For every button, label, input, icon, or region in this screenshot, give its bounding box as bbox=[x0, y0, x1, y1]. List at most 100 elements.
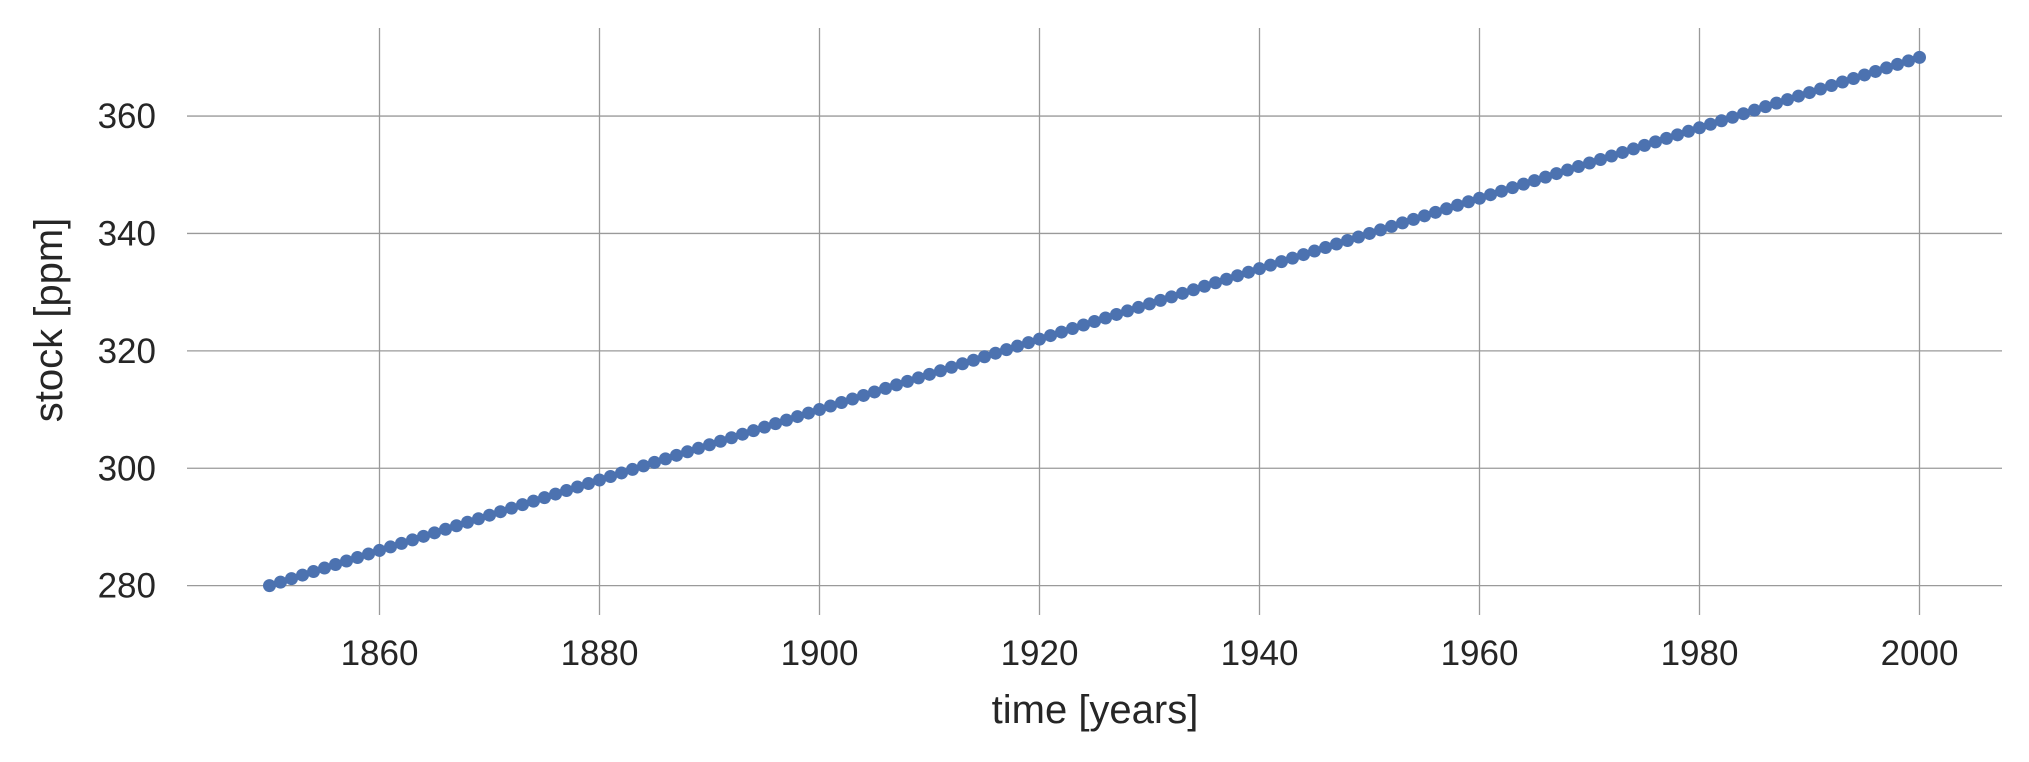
series-co2-stock bbox=[263, 50, 1926, 593]
data-point bbox=[989, 346, 1002, 360]
data-point bbox=[1506, 181, 1519, 195]
data-point bbox=[1616, 145, 1629, 159]
data-point bbox=[1209, 276, 1222, 290]
data-point bbox=[1121, 304, 1134, 318]
data-point bbox=[483, 508, 496, 522]
data-point bbox=[1539, 170, 1552, 184]
data-point bbox=[1594, 152, 1607, 166]
data-point bbox=[626, 462, 639, 476]
data-point bbox=[1726, 110, 1739, 124]
data-point bbox=[659, 452, 672, 466]
data-point bbox=[945, 360, 958, 374]
data-point bbox=[857, 388, 870, 402]
data-point bbox=[1110, 307, 1123, 321]
data-point bbox=[1902, 54, 1915, 68]
data-point bbox=[736, 427, 749, 441]
data-point bbox=[923, 367, 936, 381]
data-point bbox=[1000, 343, 1013, 357]
data-point bbox=[1880, 61, 1893, 75]
data-point bbox=[1484, 188, 1497, 202]
data-point bbox=[1913, 50, 1926, 64]
x-tick-label: 1960 bbox=[1441, 634, 1519, 673]
data-point bbox=[1429, 205, 1442, 219]
data-point bbox=[1275, 255, 1288, 269]
data-point bbox=[769, 417, 782, 431]
data-point bbox=[1781, 93, 1794, 107]
data-point bbox=[351, 550, 364, 564]
data-point bbox=[1231, 269, 1244, 283]
data-point bbox=[1011, 339, 1024, 353]
data-point bbox=[1374, 223, 1387, 237]
data-point bbox=[967, 353, 980, 367]
y-tick-label: 340 bbox=[98, 214, 156, 253]
data-point bbox=[461, 515, 474, 529]
data-point bbox=[835, 396, 848, 410]
data-point bbox=[670, 448, 683, 462]
data-point bbox=[1737, 107, 1750, 121]
data-point bbox=[1033, 332, 1046, 346]
data-point bbox=[1363, 226, 1376, 240]
data-point bbox=[318, 561, 331, 575]
data-point bbox=[1704, 117, 1717, 131]
data-point bbox=[1418, 209, 1431, 223]
data-point bbox=[1341, 233, 1354, 247]
data-point bbox=[1242, 265, 1255, 279]
data-point bbox=[417, 529, 430, 543]
data-point bbox=[1528, 174, 1541, 188]
data-point bbox=[1847, 71, 1860, 85]
x-tick-label: 2000 bbox=[1881, 634, 1959, 673]
data-point bbox=[428, 526, 441, 540]
data-point bbox=[1187, 283, 1200, 297]
data-point bbox=[571, 480, 584, 494]
data-point bbox=[450, 519, 463, 533]
data-point bbox=[329, 558, 342, 572]
data-point bbox=[604, 469, 617, 483]
y-tick-label: 300 bbox=[98, 449, 156, 488]
data-point bbox=[1022, 336, 1035, 350]
data-point bbox=[802, 406, 815, 420]
data-point bbox=[703, 438, 716, 452]
data-point bbox=[615, 466, 628, 480]
y-tick-label: 320 bbox=[98, 332, 156, 371]
data-point bbox=[1143, 297, 1156, 311]
data-point bbox=[1099, 311, 1112, 325]
data-point bbox=[274, 575, 287, 589]
data-point bbox=[978, 350, 991, 364]
data-point bbox=[890, 378, 903, 392]
y-axis-label: stock [ppm] bbox=[27, 218, 71, 423]
y-tick-label: 360 bbox=[98, 97, 156, 136]
data-point bbox=[1583, 156, 1596, 170]
data-point bbox=[505, 501, 518, 515]
data-point bbox=[1407, 212, 1420, 226]
data-point bbox=[637, 459, 650, 473]
data-point bbox=[1682, 124, 1695, 138]
data-point bbox=[1044, 329, 1057, 343]
x-tick-label: 1940 bbox=[1221, 634, 1299, 673]
data-point bbox=[439, 522, 452, 536]
data-point bbox=[747, 424, 760, 438]
data-point bbox=[1649, 135, 1662, 149]
data-point bbox=[1055, 325, 1068, 339]
data-point bbox=[879, 381, 892, 395]
data-point bbox=[1264, 258, 1277, 272]
data-point bbox=[340, 554, 353, 568]
data-point bbox=[1891, 57, 1904, 71]
data-point bbox=[1495, 184, 1508, 198]
data-point bbox=[1627, 142, 1640, 156]
data-point bbox=[307, 565, 320, 579]
data-point bbox=[1660, 131, 1673, 145]
data-point bbox=[1473, 191, 1486, 205]
data-point bbox=[1748, 103, 1761, 117]
data-point bbox=[494, 505, 507, 519]
data-point bbox=[1803, 86, 1816, 100]
data-point bbox=[758, 420, 771, 434]
x-tick-label: 1860 bbox=[341, 634, 419, 673]
data-point bbox=[868, 385, 881, 399]
data-point bbox=[1440, 202, 1453, 216]
data-point bbox=[1869, 64, 1882, 78]
data-point bbox=[1077, 318, 1090, 332]
data-point bbox=[472, 512, 485, 526]
data-point bbox=[527, 494, 540, 508]
data-point bbox=[1253, 262, 1266, 276]
